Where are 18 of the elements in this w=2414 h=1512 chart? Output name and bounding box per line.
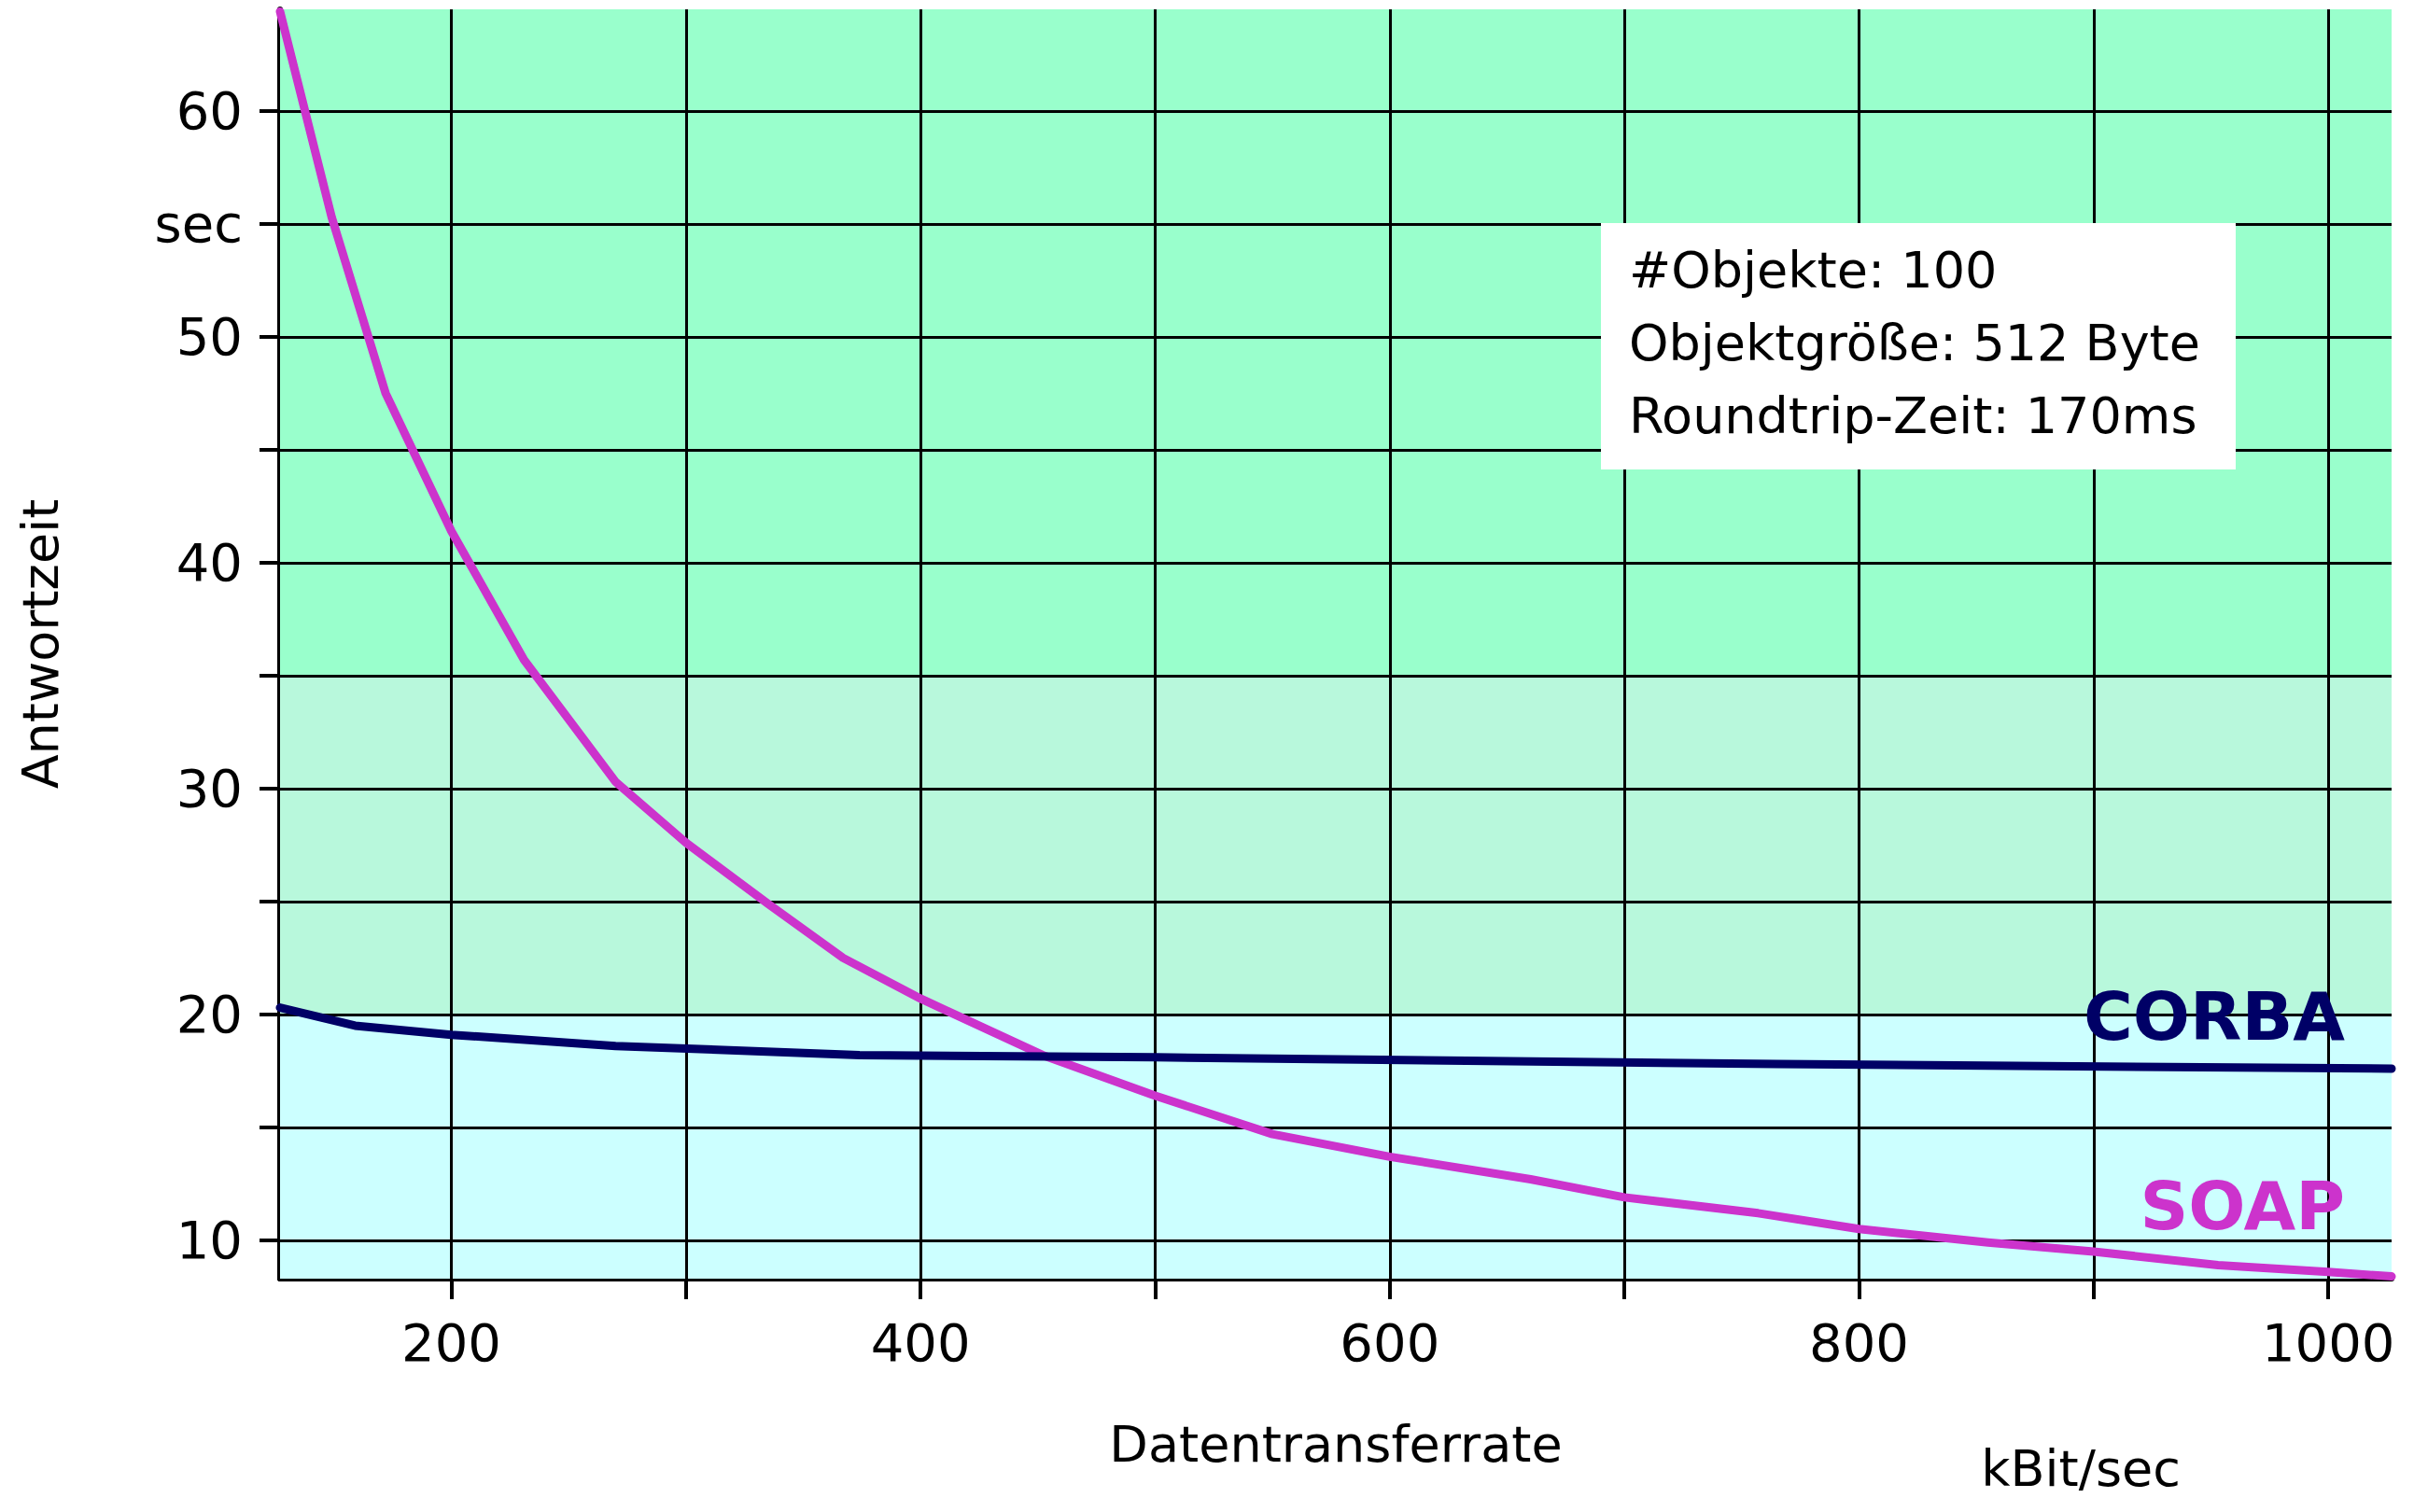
x-tick-label: 1000 bbox=[2261, 1311, 2395, 1373]
x-tick-label: 400 bbox=[870, 1311, 971, 1373]
x-axis-title: Datentransferrate bbox=[1109, 1414, 1563, 1474]
annotation: #Objekte: 100 bbox=[1629, 240, 1998, 300]
annotation: Objektgröße: 512 Byte bbox=[1629, 313, 2201, 372]
x-tick-label: 800 bbox=[1809, 1311, 1909, 1373]
y-tick-label: 40 bbox=[175, 532, 243, 594]
x-tick-label: 200 bbox=[401, 1311, 501, 1373]
y-tick-label: 50 bbox=[175, 306, 243, 368]
y-axis-title: Antwortzeit bbox=[10, 498, 70, 790]
y-tick-label: sec bbox=[154, 193, 243, 255]
y-tick-label: 20 bbox=[175, 984, 243, 1045]
y-tick-label: 30 bbox=[175, 758, 243, 819]
y-tick-label: 10 bbox=[175, 1210, 243, 1271]
text: kBit/sec bbox=[1981, 1438, 2181, 1498]
annotation: Roundtrip-Zeit: 170ms bbox=[1629, 385, 2197, 445]
y-tick-label: 60 bbox=[175, 80, 243, 142]
x-tick-label: 600 bbox=[1340, 1311, 1440, 1373]
